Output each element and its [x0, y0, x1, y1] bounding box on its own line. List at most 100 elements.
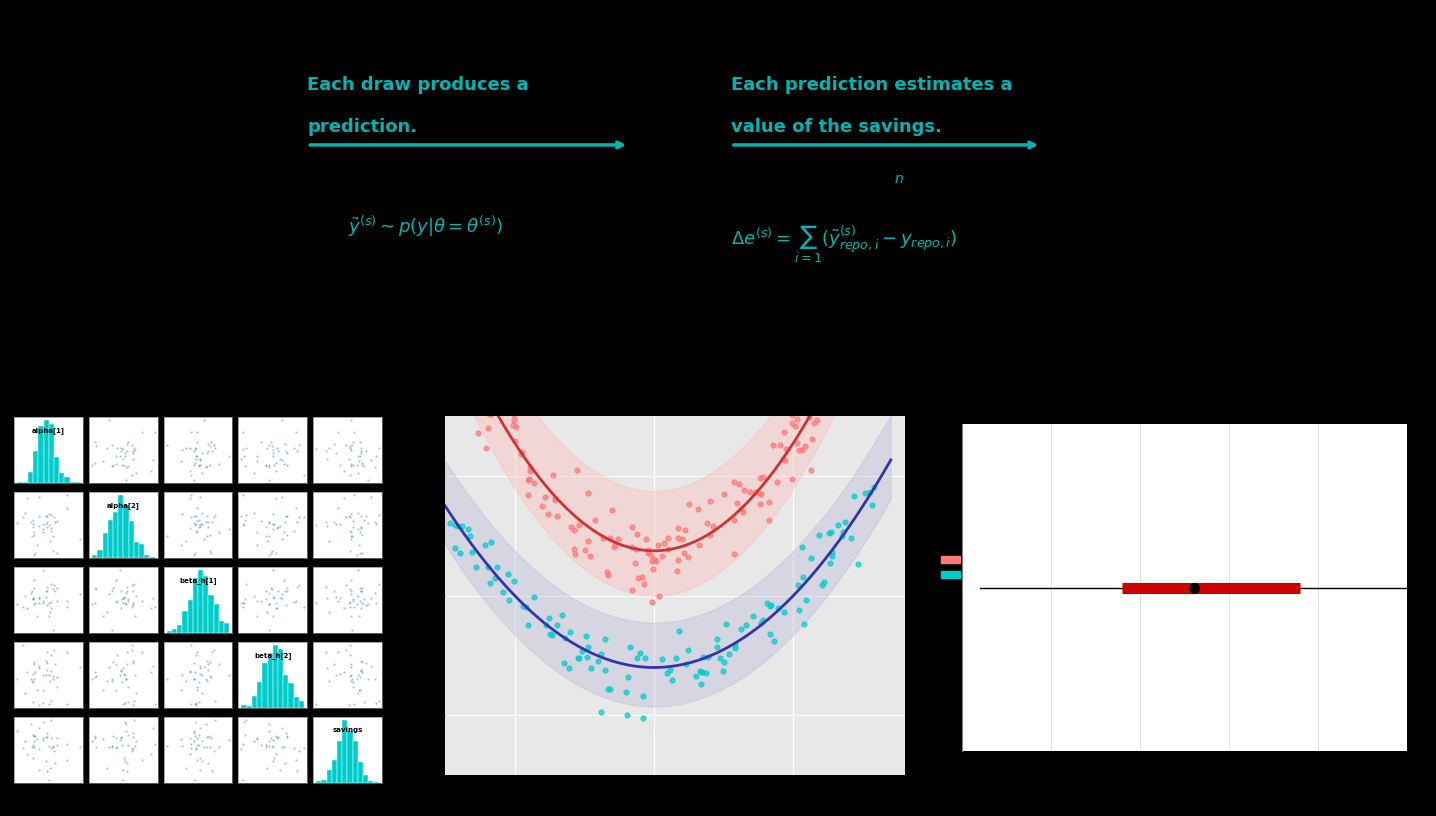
Point: [188, 752, 211, 765]
Point: [335, 643, 358, 656]
Point: [250, 594, 273, 607]
Point: [632, 712, 655, 725]
Point: [862, 481, 885, 494]
Bar: [129, 521, 134, 558]
Point: [685, 669, 708, 682]
Y-axis label: y: y: [392, 582, 401, 596]
Point: [37, 609, 60, 622]
Point: [260, 732, 283, 745]
Point: [207, 658, 230, 671]
Point: [246, 526, 269, 539]
Point: [448, 326, 471, 339]
Point: [349, 654, 372, 667]
Point: [722, 475, 745, 488]
Point: [191, 755, 214, 768]
Point: [20, 672, 43, 685]
Point: [339, 584, 362, 597]
Point: [590, 647, 613, 660]
Point: [287, 578, 310, 591]
Point: [827, 360, 850, 373]
Point: [113, 667, 136, 681]
Point: [477, 561, 500, 574]
Point: [125, 734, 148, 747]
Point: [142, 721, 165, 734]
Point: [355, 656, 378, 669]
Point: [467, 427, 490, 440]
Point: [190, 453, 213, 466]
Point: [144, 737, 167, 750]
Point: [267, 731, 290, 744]
Text: beta_h[2]: beta_h[2]: [254, 652, 292, 659]
Point: [729, 623, 752, 636]
Point: [840, 531, 863, 544]
Point: [342, 459, 365, 472]
Point: [523, 590, 546, 603]
Point: [155, 672, 178, 685]
Point: [563, 548, 586, 561]
Bar: [373, 782, 379, 783]
Point: [131, 426, 154, 439]
Point: [256, 605, 279, 619]
Point: [32, 684, 55, 697]
Point: [579, 661, 602, 674]
Point: [27, 596, 50, 609]
Point: [105, 740, 128, 753]
Point: [83, 596, 106, 610]
Point: [257, 739, 280, 752]
Point: [470, 379, 493, 392]
Bar: [188, 601, 192, 633]
Point: [326, 594, 349, 607]
Point: [518, 472, 541, 486]
Point: [207, 526, 230, 539]
Point: [27, 698, 50, 712]
Point: [6, 724, 29, 737]
Point: [101, 740, 123, 753]
Point: [702, 520, 725, 533]
Point: [184, 648, 207, 661]
Point: [243, 506, 266, 519]
Point: [80, 458, 103, 471]
Point: [197, 663, 220, 676]
Point: [194, 460, 217, 473]
Point: [27, 519, 50, 532]
Point: [121, 742, 144, 755]
Point: [276, 585, 299, 598]
Point: [348, 669, 370, 682]
Point: [819, 329, 841, 342]
Point: [337, 698, 360, 712]
Point: [261, 517, 284, 530]
Point: [11, 601, 34, 614]
Point: [32, 517, 55, 530]
Point: [246, 450, 269, 463]
Point: [774, 442, 797, 455]
Point: [274, 598, 297, 611]
Point: [98, 414, 121, 427]
Point: [207, 458, 230, 471]
Point: [11, 511, 34, 524]
Point: [343, 600, 366, 613]
Point: [333, 665, 356, 678]
Point: [339, 639, 362, 652]
Bar: [49, 424, 55, 483]
Point: [178, 464, 201, 477]
Point: [787, 604, 810, 617]
Point: [112, 596, 135, 610]
Point: [69, 660, 92, 673]
Point: [287, 510, 310, 523]
Point: [523, 476, 546, 489]
Bar: [299, 700, 304, 708]
Point: [261, 734, 284, 747]
Point: [261, 564, 284, 577]
Point: [122, 445, 145, 458]
Point: [108, 669, 131, 682]
Point: [342, 680, 365, 693]
Point: [834, 515, 857, 528]
Bar: [353, 741, 358, 783]
Point: [169, 732, 192, 745]
Point: [234, 577, 257, 590]
Point: [349, 671, 372, 684]
Point: [180, 489, 202, 502]
Point: [566, 652, 589, 665]
Point: [583, 513, 606, 526]
Point: [365, 517, 388, 530]
